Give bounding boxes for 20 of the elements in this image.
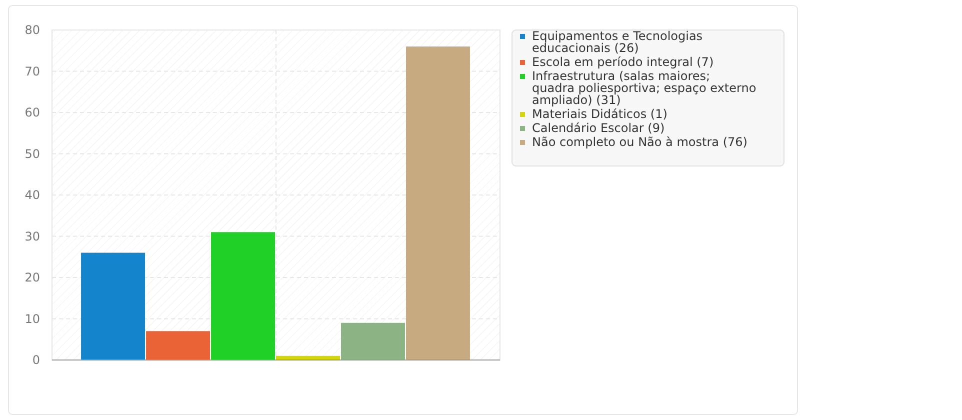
bar <box>340 322 405 360</box>
bar <box>211 232 275 360</box>
legend-label: Materiais Didáticos (1) <box>532 107 668 121</box>
legend-label: Calendário Escolar (9) <box>532 121 665 135</box>
y-tick-label: 70 <box>24 64 40 78</box>
y-tick-label: 0 <box>32 353 40 368</box>
y-tick-label: 50 <box>24 146 40 161</box>
bar <box>406 46 470 360</box>
y-tick-label: 30 <box>24 229 40 244</box>
legend-label: Equipamentos e Tecnologias educacionais (26) <box>532 29 703 55</box>
y-tick-label: 40 <box>24 188 40 202</box>
y-tick-label: 80 <box>24 23 40 38</box>
y-tick-label: 20 <box>24 270 40 285</box>
legend-label: Infraestrutura (salas maiores; quadra poliesportiva; espaço externo ampliado) (31) <box>532 69 756 107</box>
legend-label: Não completo ou Não à mostra (76) <box>532 135 748 149</box>
y-tick-label: 10 <box>24 312 40 326</box>
bar <box>146 331 210 360</box>
legend-label: Escola em período integral (7) <box>532 55 714 69</box>
y-tick-label: 60 <box>24 106 40 120</box>
bar <box>81 252 146 360</box>
